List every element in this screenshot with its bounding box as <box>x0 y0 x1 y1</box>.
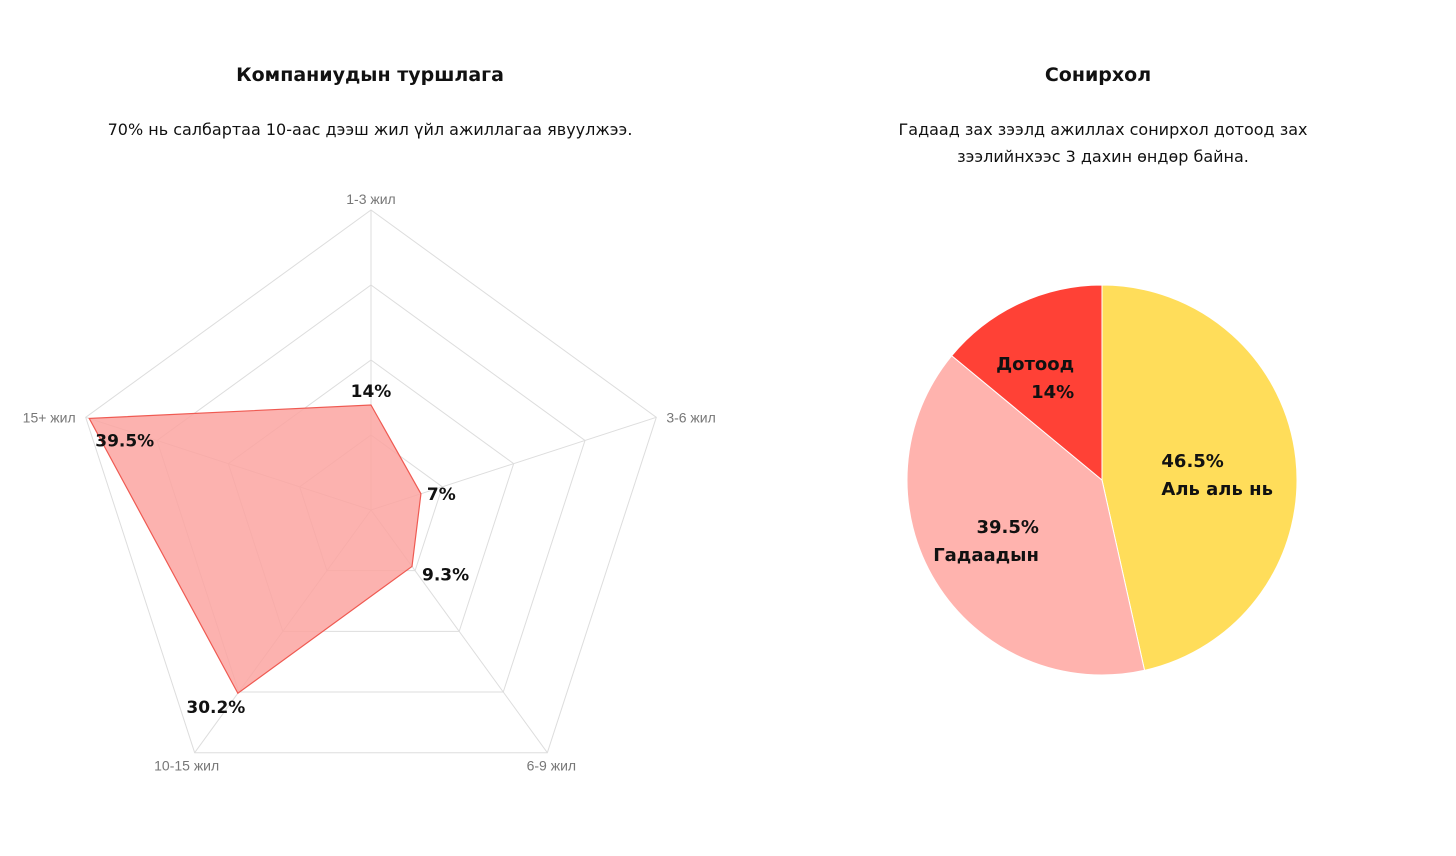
radar-chart-subtitle: 70% нь салбартаа 10-аас дээш жил үйл ажи… <box>107 120 633 139</box>
radar-value-label: 30.2% <box>186 698 245 718</box>
pie-slice-name-label: Гадаадын <box>933 545 1039 566</box>
pie-slice-value-label: 46.5% <box>1161 451 1223 472</box>
radar-value-label: 14% <box>351 382 392 402</box>
radar-axis-label: 10-15 жил <box>154 758 219 774</box>
radar-grid-ring <box>85 209 657 754</box>
radar-axis-label: 15+ жил <box>23 409 76 425</box>
radar-value-label: 9.3% <box>422 565 469 585</box>
pie-chart-subtitle: Гадаад зах зээлд ажиллах сонирхол дотоод… <box>898 120 1308 166</box>
radar-chart-title: Компаниудын туршлага <box>236 64 504 86</box>
radar-chart-panel: Компаниудын туршлага 70% нь салбартаа 10… <box>23 64 716 774</box>
radar-axis-label: 6-9 жил <box>527 758 576 774</box>
radar-chart: 1-3 жил 3-6 жил 6-9 жил 10-15 жил 15+ жил 14%… <box>23 191 716 774</box>
pie-slice <box>906 354 1146 676</box>
radar-value-label: 7% <box>427 485 456 505</box>
pie-slice <box>951 284 1103 482</box>
pie-chart-title: Сонирхол <box>1044 64 1152 86</box>
radar-axis-label: 1-3 жил <box>346 191 395 207</box>
pie-chart-panel: Сонирхол Гадаад зах зээлд ажиллах сонирх… <box>740 0 1456 856</box>
pie-chart: 46.5% Аль аль нь 39.5% Гадаадын Дотоод 14% <box>906 284 1298 676</box>
pie-slice-name-label: Дотоод <box>996 354 1074 375</box>
pie-slice-value-label: 14% <box>1031 382 1074 403</box>
pie-slice-name-label: Аль аль нь <box>1161 479 1273 500</box>
radar-value-label: 39.5% <box>95 431 154 451</box>
radar-axis-label: 3-6 жил <box>666 409 715 425</box>
pie-slice-value-label: 39.5% <box>976 517 1038 538</box>
radar-data-area <box>88 404 422 695</box>
pie-slice <box>1101 284 1298 671</box>
